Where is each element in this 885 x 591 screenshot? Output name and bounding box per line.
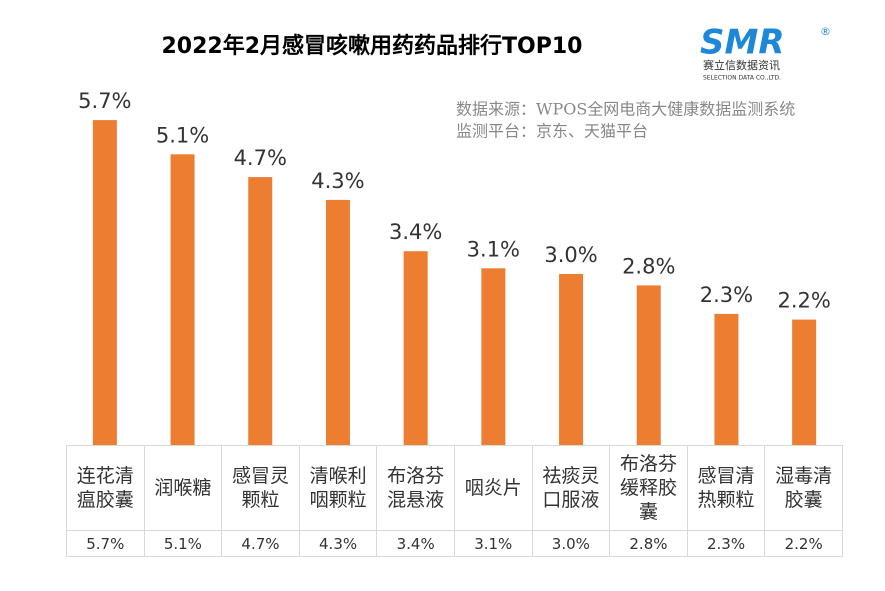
category-cell: 祛痰灵口服液 [531,445,611,531]
value-cell: 5.1% [143,530,223,557]
data-label: 5.7% [78,89,131,113]
category-label: 布洛芬缓释胶囊 [619,453,677,523]
value-cell: 2.2% [764,530,843,557]
logo-registered: ® [820,25,831,38]
data-label: 4.3% [311,169,364,193]
data-label: 3.4% [389,220,442,244]
category-cell: 布洛芬缓释胶囊 [609,445,688,531]
category-label: 连花清瘟胶囊 [76,465,134,511]
bar [559,274,584,445]
category-cell: 清喉利咽颗粒 [298,445,378,531]
category-cell: 连花清瘟胶囊 [66,445,145,531]
category-cell: 感冒清热颗粒 [686,445,766,531]
logo-mark: SMR [700,23,785,63]
category-label: 布洛芬混悬液 [387,465,445,511]
bar [325,199,350,445]
value-cell: 3.1% [453,530,533,557]
category-label: 清喉利咽颗粒 [309,465,367,511]
bar [248,177,273,445]
data-label: 5.1% [156,123,209,147]
source-note: 监测平台：京东、天猫平台 [456,122,648,141]
category-cell: 感冒灵颗粒 [221,445,300,531]
category-cell: 咽炎片 [453,445,533,531]
category-label: 润喉糖 [154,477,212,499]
bar [792,319,817,445]
bar [481,268,506,445]
chart-title: 2022年2月感冒咳嗽用药药品排行TOP10 [162,33,583,59]
category-label: 感冒灵颗粒 [231,465,289,511]
value-cell: 4.7% [221,530,300,557]
value-cell: 2.3% [686,530,766,557]
data-table: 连花清瘟胶囊 润喉糖 感冒灵颗粒 清喉利咽颗粒 布洛芬混悬液 咽炎片 祛痰灵口服液 布洛芬缓释… [66,445,843,557]
category-cell: 湿毒清胶囊 [764,445,843,531]
category-label: 感冒清热颗粒 [697,465,755,511]
category-label: 湿毒清胶囊 [775,465,833,511]
value-cell: 2.8% [609,530,688,557]
bar [403,251,428,445]
data-label: 2.8% [622,254,675,278]
bar [636,285,661,445]
value-cell: 4.3% [298,530,378,557]
bar [92,120,117,445]
data-label: 2.3% [700,283,753,307]
data-label: 4.7% [234,146,287,170]
value-cell: 3.0% [531,530,611,557]
value-cell: 3.4% [376,530,455,557]
value-cell: 5.7% [66,530,145,557]
logo-subtitle: SELECTION DATA CO.,LTD. [703,75,781,82]
data-label: 2.2% [777,289,830,313]
data-label: 3.0% [544,243,597,267]
source-note: 数据来源：WPOS全网电商大健康数据监测系统 [456,100,795,119]
category-label: 祛痰灵口服液 [542,465,600,511]
category-cell: 布洛芬混悬液 [376,445,455,531]
data-label: 3.1% [467,237,520,261]
logo-name: 赛立信数据资讯 [703,58,780,72]
bar [170,154,195,446]
bar [714,313,739,445]
category-label: 咽炎片 [464,477,522,499]
category-cell: 润喉糖 [143,445,223,531]
